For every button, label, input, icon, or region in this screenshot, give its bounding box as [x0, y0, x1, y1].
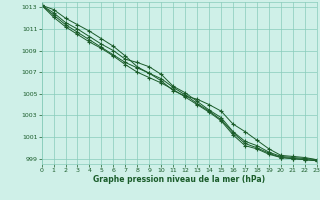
X-axis label: Graphe pression niveau de la mer (hPa): Graphe pression niveau de la mer (hPa)	[93, 175, 265, 184]
